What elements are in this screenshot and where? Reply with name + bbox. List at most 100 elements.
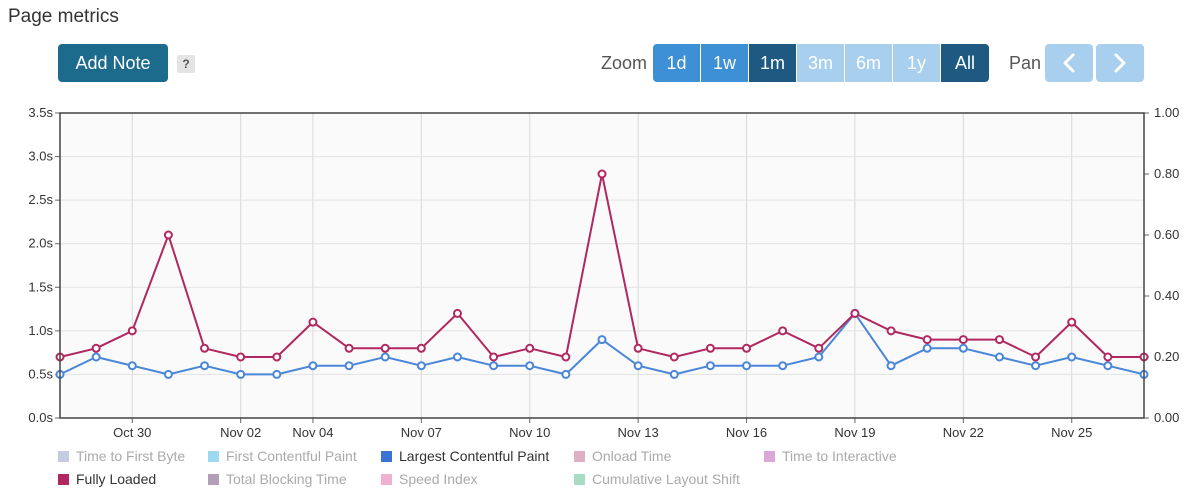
data-point-fully-loaded (127, 326, 137, 336)
data-point-fully-loaded (778, 326, 788, 336)
x-tick-label: Nov 16 (726, 425, 767, 440)
pan-left-button[interactable] (1045, 44, 1093, 82)
data-point-largest-contentful-paint (597, 335, 607, 345)
legend-swatch (574, 451, 585, 462)
data-point-fully-loaded (705, 343, 715, 353)
legend-swatch (58, 451, 69, 462)
legend-label: Time to Interactive (782, 448, 897, 464)
y-tick-label: 3.5s (28, 105, 53, 120)
legend-label: Speed Index (399, 471, 478, 487)
zoom-all-button[interactable]: All (941, 44, 989, 82)
data-point-largest-contentful-paint (1103, 361, 1113, 371)
data-point-largest-contentful-paint (489, 361, 499, 371)
data-point-fully-loaded (1103, 352, 1113, 362)
data-point-fully-loaded (597, 169, 607, 179)
data-point-fully-loaded (850, 308, 860, 318)
y-axis-right: 0.00 0.20 0.40 0.60 0.80 1.00 (1144, 105, 1179, 425)
data-point-fully-loaded (922, 335, 932, 345)
help-icon[interactable]: ? (177, 55, 195, 73)
y-tick-label: 2.0s (28, 236, 53, 251)
data-point-largest-contentful-paint (163, 369, 173, 379)
y2-tick-label: 0.60 (1154, 227, 1179, 242)
legend-label: Onload Time (592, 448, 672, 464)
legend-swatch (208, 451, 219, 462)
y-tick-label: 1.5s (28, 279, 53, 294)
legend-label: Largest Contentful Paint (399, 448, 550, 464)
data-point-largest-contentful-paint (1067, 352, 1077, 362)
y-tick-label: 0.5s (28, 366, 53, 381)
legend-label: Cumulative Layout Shift (592, 471, 740, 487)
x-tick-label: Nov 04 (292, 425, 333, 440)
zoom-button-group: 1d 1w 1m 3m 6m 1y All (653, 44, 989, 82)
data-point-fully-loaded (380, 343, 390, 353)
data-point-largest-contentful-paint (994, 352, 1004, 362)
x-axis: Oct 30 Nov 02 Nov 04 Nov 07 Nov 10 Nov 13 Nov … (113, 418, 1092, 440)
vertical-gridlines (131, 113, 1073, 418)
plot-border (59, 112, 1145, 419)
legend-item-fully-loaded[interactable]: Fully Loaded (58, 471, 156, 487)
data-point-largest-contentful-paint (561, 369, 571, 379)
legend-swatch (381, 451, 392, 462)
legend-swatch (58, 474, 69, 485)
data-point-largest-contentful-paint (778, 361, 788, 371)
y2-tick-label: 0.40 (1154, 288, 1179, 303)
data-point-fully-loaded (669, 352, 679, 362)
data-point-fully-loaded (525, 343, 535, 353)
add-note-button[interactable]: Add Note (58, 44, 168, 82)
legend-item-total-blocking-time[interactable]: Total Blocking Time (208, 471, 347, 487)
page-title: Page metrics (8, 6, 119, 27)
legend-item-largest-contentful-paint[interactable]: Largest Contentful Paint (381, 448, 549, 464)
zoom-1y-button[interactable]: 1y (893, 44, 940, 82)
data-point-fully-loaded (1067, 317, 1077, 327)
legend-item-first-contentful-paint[interactable]: First Contentful Paint (208, 448, 357, 464)
legend-label: Time to First Byte (76, 448, 186, 464)
data-point-fully-loaded (1031, 352, 1041, 362)
data-point-largest-contentful-paint (742, 361, 752, 371)
legend-item-cumulative-layout-shift[interactable]: Cumulative Layout Shift (574, 471, 740, 487)
zoom-label: Zoom (601, 53, 648, 73)
zoom-1d-button[interactable]: 1d (653, 44, 700, 82)
y2-tick-label: 0.80 (1154, 166, 1179, 181)
zoom-6m-button[interactable]: 6m (845, 44, 892, 82)
data-point-largest-contentful-paint (958, 343, 968, 353)
data-point-fully-loaded (163, 230, 173, 240)
y2-tick-label: 0.20 (1154, 349, 1179, 364)
legend-label: Total Blocking Time (226, 471, 347, 487)
data-point-largest-contentful-paint (200, 361, 210, 371)
data-point-largest-contentful-paint (525, 361, 535, 371)
legend-swatch (574, 474, 585, 485)
legend-item-onload-time[interactable]: Onload Time (574, 448, 671, 464)
data-point-fully-loaded (272, 352, 282, 362)
zoom-3m-button[interactable]: 3m (797, 44, 844, 82)
zoom-1m-button[interactable]: 1m (749, 44, 796, 82)
data-point-fully-loaded (886, 326, 896, 336)
data-point-largest-contentful-paint (272, 369, 282, 379)
data-point-largest-contentful-paint (922, 343, 932, 353)
y-tick-label: 3.0s (28, 149, 53, 164)
x-tick-label: Nov 25 (1051, 425, 1092, 440)
page-metrics-chart[interactable]: 0.0s 0.5s 1.0s 1.5s 2.0s 2.5s 3.0s 3.5s 0.00 0.2… (0, 95, 1193, 440)
data-point-fully-loaded (344, 343, 354, 353)
data-point-fully-loaded (742, 343, 752, 353)
data-point-fully-loaded (91, 343, 101, 353)
data-point-largest-contentful-paint (452, 352, 462, 362)
zoom-1w-button[interactable]: 1w (701, 44, 748, 82)
data-point-fully-loaded (308, 317, 318, 327)
x-tick-label: Nov 19 (834, 425, 875, 440)
data-point-largest-contentful-paint (91, 352, 101, 362)
x-tick-label: Oct 30 (113, 425, 151, 440)
y2-tick-label: 0.00 (1154, 410, 1179, 425)
x-tick-label: Nov 07 (401, 425, 442, 440)
x-tick-label: Nov 10 (509, 425, 550, 440)
plot-area (60, 113, 1144, 418)
data-point-largest-contentful-paint (380, 352, 390, 362)
legend-item-time-to-interactive[interactable]: Time to Interactive (764, 448, 897, 464)
x-tick-label: Nov 13 (618, 425, 659, 440)
data-point-largest-contentful-paint (633, 361, 643, 371)
x-tick-label: Nov 02 (220, 425, 261, 440)
pan-right-button[interactable] (1096, 44, 1144, 82)
legend-item-speed-index[interactable]: Speed Index (381, 471, 478, 487)
legend-swatch (381, 474, 392, 485)
data-point-largest-contentful-paint (344, 361, 354, 371)
legend-item-time-to-first-byte[interactable]: Time to First Byte (58, 448, 185, 464)
